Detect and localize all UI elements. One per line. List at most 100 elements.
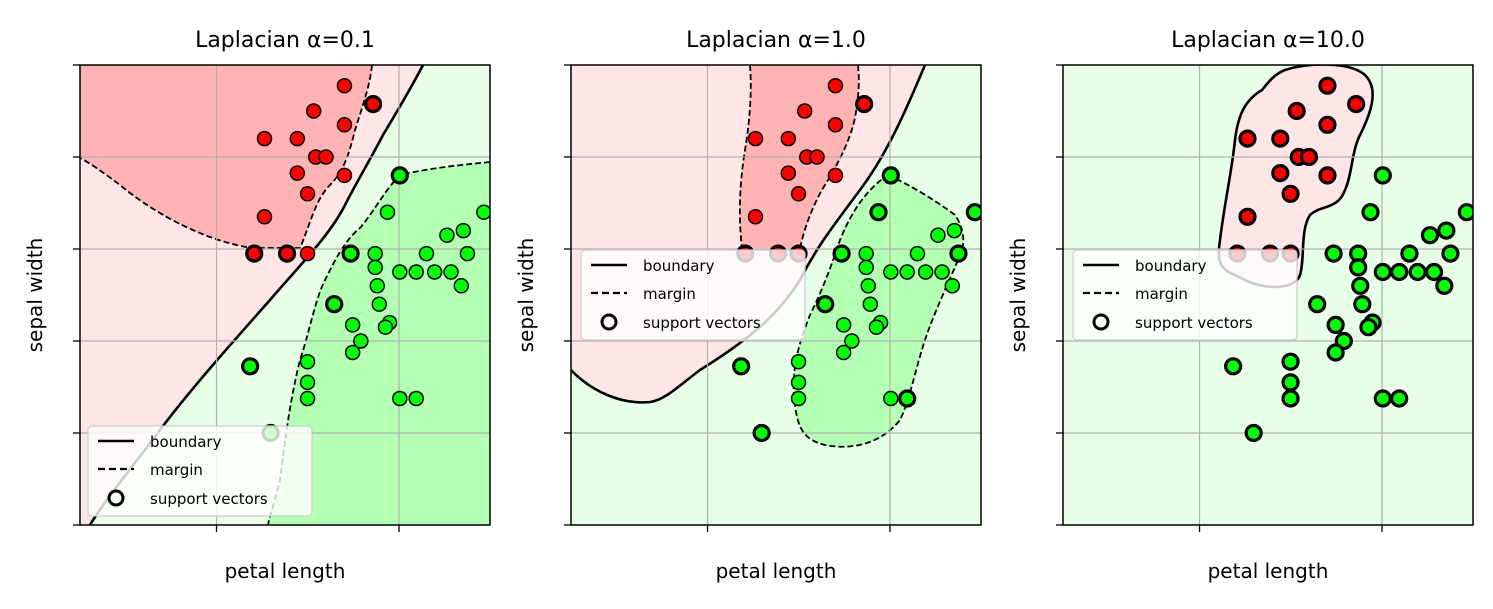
grid [1063, 65, 1473, 525]
support-vector-point [1373, 262, 1392, 282]
data-point [883, 264, 899, 280]
x-axis-label: petal length [225, 559, 346, 583]
support-vector-point [1373, 166, 1392, 185]
support-vector-point [325, 295, 344, 314]
data-point [408, 390, 424, 407]
data-point [369, 278, 385, 294]
legend-label-margin: margin [1135, 285, 1188, 303]
data-point [299, 390, 316, 407]
support-vector-point [241, 357, 260, 376]
support-vector-point [1238, 207, 1257, 226]
support-vector-point [1287, 101, 1306, 121]
support-vector-point [1271, 164, 1290, 183]
axis-ticks [1056, 64, 1383, 532]
data-point [439, 227, 455, 243]
data-point [344, 344, 361, 361]
data-point [289, 130, 306, 147]
support-vector-point [1435, 276, 1454, 295]
data-point [827, 167, 844, 184]
margin-green [792, 173, 965, 448]
axis-ticks [564, 64, 891, 532]
axes-frame [1062, 64, 1474, 526]
y-axis-label: sepal width [1006, 238, 1030, 353]
support-vector-point [816, 295, 835, 314]
data-point [930, 227, 946, 243]
support-vector-point [1318, 166, 1337, 185]
legend-support-vector-marker [107, 489, 125, 507]
data-point [256, 209, 273, 225]
support-vector-point [1347, 94, 1366, 114]
data-point [858, 245, 874, 262]
support-vector-point [881, 166, 900, 185]
support-vector-point [1281, 352, 1300, 371]
support-vector-point [1281, 184, 1300, 203]
support-vector-point [1408, 262, 1427, 282]
legend-label-margin: margin [643, 285, 696, 303]
legend: boundary margin support vectors [580, 249, 806, 341]
x-axis-label: petal length [1208, 559, 1329, 583]
support-vector-point [965, 203, 981, 222]
data-point [868, 319, 885, 335]
support-vector-point [855, 94, 874, 114]
data-point [299, 245, 316, 262]
support-vector-point [1400, 244, 1419, 263]
support-vector-point [1318, 76, 1337, 95]
support-vector-point [832, 244, 851, 263]
data-point [367, 245, 383, 262]
support-vector-point [1244, 423, 1263, 443]
support-vector-point [1390, 262, 1409, 282]
data-point [858, 259, 874, 276]
data-point [336, 117, 353, 133]
data-point [790, 390, 807, 407]
support-vector-point [1441, 244, 1460, 263]
margin-red [80, 65, 373, 249]
data-point [835, 317, 852, 333]
support-vector-point [364, 94, 383, 114]
green-region-strong [268, 162, 490, 525]
support-vector-point [390, 166, 409, 185]
legend-label-boundary: boundary [1135, 257, 1207, 275]
support-vector-point [1420, 226, 1440, 245]
data-point [780, 165, 797, 181]
support-vector-point [1457, 203, 1473, 222]
data-point [299, 353, 316, 370]
panel-alpha-10-0: Laplacian α=10.0 petal length sepal widt… [1006, 28, 1474, 583]
support-vector-point [1437, 221, 1456, 240]
data-point [289, 165, 306, 181]
support-vector-point [1353, 295, 1372, 314]
data-point [946, 222, 963, 239]
data-point [796, 103, 813, 119]
support-vector-point [1238, 129, 1257, 148]
legend-support-vector-marker [600, 313, 618, 331]
support-vector-point [1308, 295, 1327, 314]
data-point [336, 167, 353, 184]
legend-frame [580, 249, 806, 341]
support-vector-point [732, 357, 751, 376]
legend: boundary margin support vectors [1072, 249, 1298, 341]
data-point [827, 117, 844, 133]
support-vector-point [1224, 357, 1243, 376]
legend-frame [87, 425, 313, 517]
data-point [899, 264, 915, 280]
support-vector-point [1349, 258, 1368, 277]
support-vector-point [1281, 373, 1300, 392]
data-point [299, 186, 316, 202]
data-point [860, 278, 876, 294]
data-point [256, 130, 273, 147]
legend-label-support-vectors: support vectors [150, 490, 268, 508]
legend-label-boundary: boundary [150, 433, 222, 451]
axes-frame [570, 64, 982, 526]
support-vector-point [869, 203, 888, 222]
data-point [318, 149, 334, 165]
data-point [934, 264, 950, 280]
data-point [835, 344, 852, 361]
data-point [827, 77, 844, 94]
data-point [909, 245, 926, 262]
legend-label-margin: margin [150, 461, 203, 479]
support-vector-point [1324, 244, 1343, 263]
data-point [299, 374, 316, 391]
data-point [418, 245, 435, 262]
support-vector-point [1281, 389, 1300, 408]
data-point [443, 264, 459, 280]
support-vector-point [898, 389, 917, 408]
